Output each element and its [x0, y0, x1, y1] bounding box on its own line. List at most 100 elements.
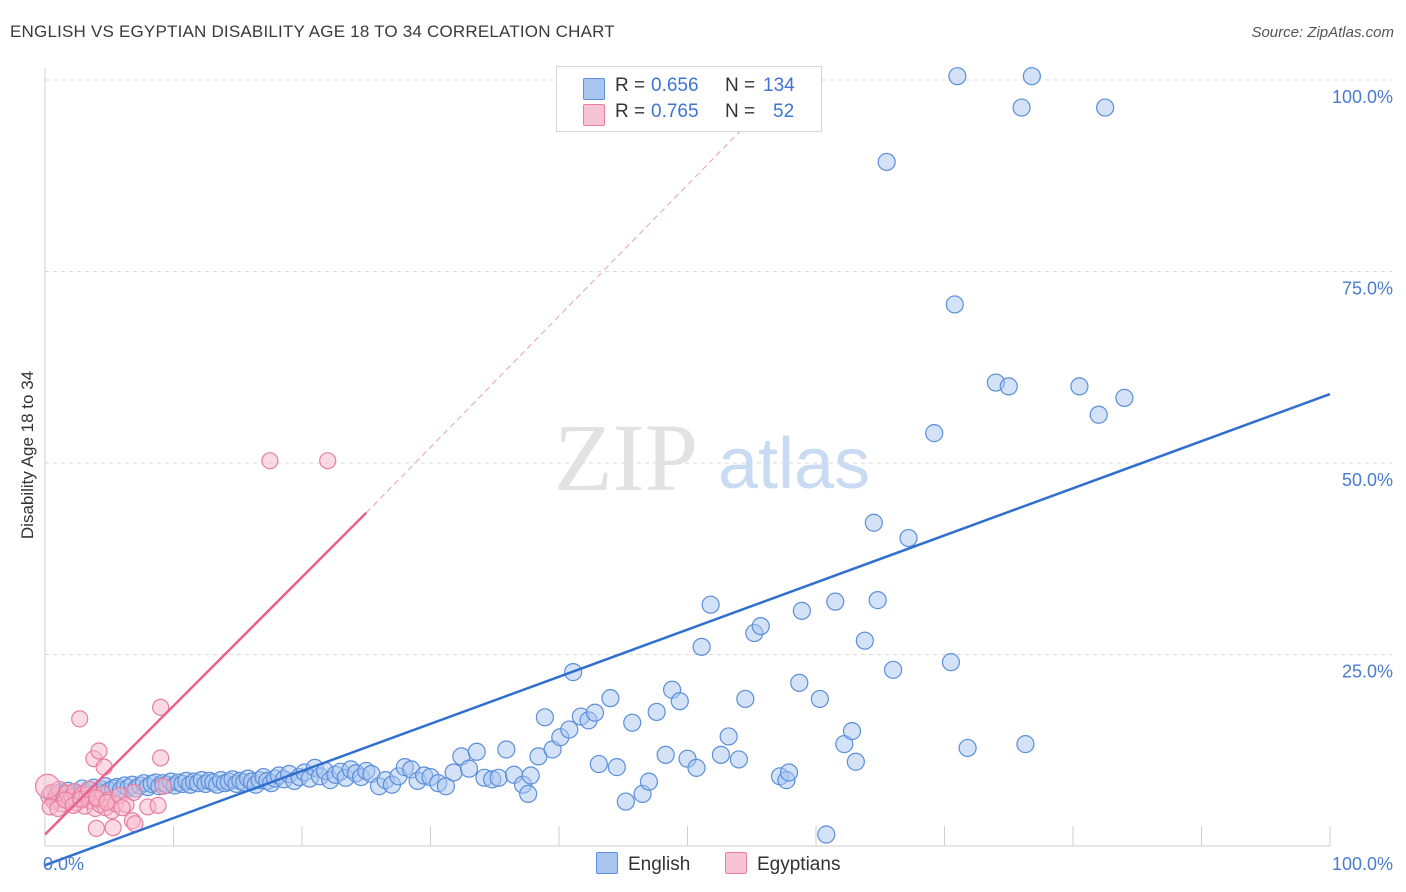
english-point-100 [519, 784, 538, 804]
y-tick-label-2: 75.0% [1342, 279, 1393, 299]
english-point-137 [817, 825, 836, 844]
watermark-zip: ZIP [554, 404, 698, 511]
english-point-135 [792, 601, 811, 620]
english-point-160 [1012, 98, 1031, 117]
english-point-102 [535, 708, 554, 727]
english-point-130 [751, 617, 770, 636]
legend-n-value-english: 134 [763, 75, 795, 96]
english-point-95 [489, 768, 508, 787]
x-tick-label-0: 0.0% [43, 854, 84, 874]
egyptian-point-52 [261, 452, 279, 470]
english-point-99 [521, 766, 540, 785]
english-point-159 [1022, 67, 1041, 86]
english-point-154 [1115, 388, 1134, 407]
y-tick-label-0: 25.0% [1342, 662, 1393, 682]
english-point-149 [1016, 735, 1035, 754]
english-point-114 [623, 713, 642, 732]
english-point-141 [846, 752, 865, 771]
english-point-109 [585, 703, 605, 722]
english-point-112 [607, 758, 626, 777]
english-point-151 [999, 377, 1018, 396]
english-point-136 [810, 689, 829, 709]
english-point-126 [719, 727, 738, 746]
english-points [42, 67, 1134, 844]
y-tick-label-1: 50.0% [1342, 470, 1393, 490]
english-point-92 [467, 742, 486, 761]
egyptian-point-26 [34, 773, 61, 799]
y-axis-label: Disability Age 18 to 34 [18, 371, 37, 539]
english-point-113 [616, 792, 635, 811]
egyptian-point-42 [87, 819, 106, 837]
english-point-117 [647, 702, 666, 722]
english-point-125 [711, 745, 731, 764]
legend-swatch-english [583, 78, 605, 100]
bottom-legend-english: English [596, 852, 690, 876]
english-point-148 [925, 424, 944, 443]
english-point-146 [941, 653, 961, 672]
bottom-label-egyptians: Egyptians [757, 854, 841, 875]
legend-swatch-egyptians [583, 104, 605, 126]
egyptian-point-49 [154, 777, 172, 795]
legend-r-label-egyptians: R = [615, 101, 646, 122]
english-point-147 [958, 738, 977, 758]
english-point-124 [701, 595, 720, 614]
axes [44, 68, 1330, 847]
egyptian-point-37 [125, 783, 143, 801]
english-point-123 [692, 637, 711, 656]
english-point-88 [436, 777, 456, 796]
english-point-110 [589, 754, 608, 774]
trend-lines [44, 79, 1331, 867]
english-point-161 [1096, 98, 1115, 117]
bottom-swatch-egyptians [725, 852, 747, 874]
english-point-122 [687, 758, 706, 777]
egyptian-point-44 [113, 799, 131, 817]
english-point-140 [842, 721, 862, 741]
egyptian-point-41 [95, 758, 113, 776]
legend-r-label-english: R = [615, 75, 646, 96]
watermark: ZIP atlas [554, 404, 870, 511]
bottom-swatch-english [596, 852, 618, 874]
egyptian-point-48 [149, 796, 167, 815]
english-point-155 [864, 513, 883, 532]
english-point-91 [459, 759, 479, 778]
egyptian-trend-line [44, 511, 368, 836]
legend-n-label-english: N = [725, 75, 756, 96]
english-point-156 [877, 152, 896, 172]
english-point-143 [868, 591, 887, 610]
english-point-105 [560, 720, 579, 739]
english-point-118 [656, 745, 675, 764]
egyptian-trend-extension [365, 79, 791, 514]
english-point-111 [601, 689, 620, 708]
y-tick-label-3: 100.0% [1332, 87, 1393, 107]
english-point-128 [736, 689, 755, 709]
correlation-legend: R = 0.656 N = 134 R = 0.765 N = 52 [556, 66, 822, 132]
chart-title: ENGLISH VS EGYPTIAN DISABILITY AGE 18 TO… [10, 22, 615, 41]
legend-r-value-english: 0.656 [651, 75, 699, 96]
english-point-134 [790, 673, 809, 692]
english-point-144 [883, 660, 903, 679]
english-point-142 [855, 631, 874, 650]
legend-n-value-egyptians: 52 [773, 101, 795, 122]
tick-labels: 25.0% 50.0% 75.0% 100.0% 0.0% 100.0% [43, 87, 1393, 874]
english-point-157 [945, 295, 964, 314]
egyptian-point-43 [104, 819, 122, 837]
english-point-89 [444, 763, 463, 782]
english-point-152 [1070, 377, 1089, 396]
english-point-116 [639, 772, 659, 791]
chart-source: Source: ZipAtlas.com [1251, 24, 1394, 41]
watermark-atlas: atlas [718, 424, 870, 504]
english-point-120 [670, 692, 689, 711]
egyptian-point-50 [152, 749, 170, 767]
english-point-96 [497, 740, 516, 759]
english-point-145 [899, 528, 918, 548]
legend-r-value-egyptians: 0.765 [651, 101, 699, 122]
legend-n-label-egyptians: N = [725, 101, 756, 122]
english-point-153 [1089, 405, 1108, 424]
egyptian-point-51 [152, 698, 170, 716]
english-point-138 [826, 592, 845, 611]
egyptian-point-53 [319, 452, 337, 470]
english-point-158 [948, 67, 967, 86]
x-tick-label-1: 100.0% [1332, 854, 1393, 874]
english-trend-line [44, 392, 1331, 867]
